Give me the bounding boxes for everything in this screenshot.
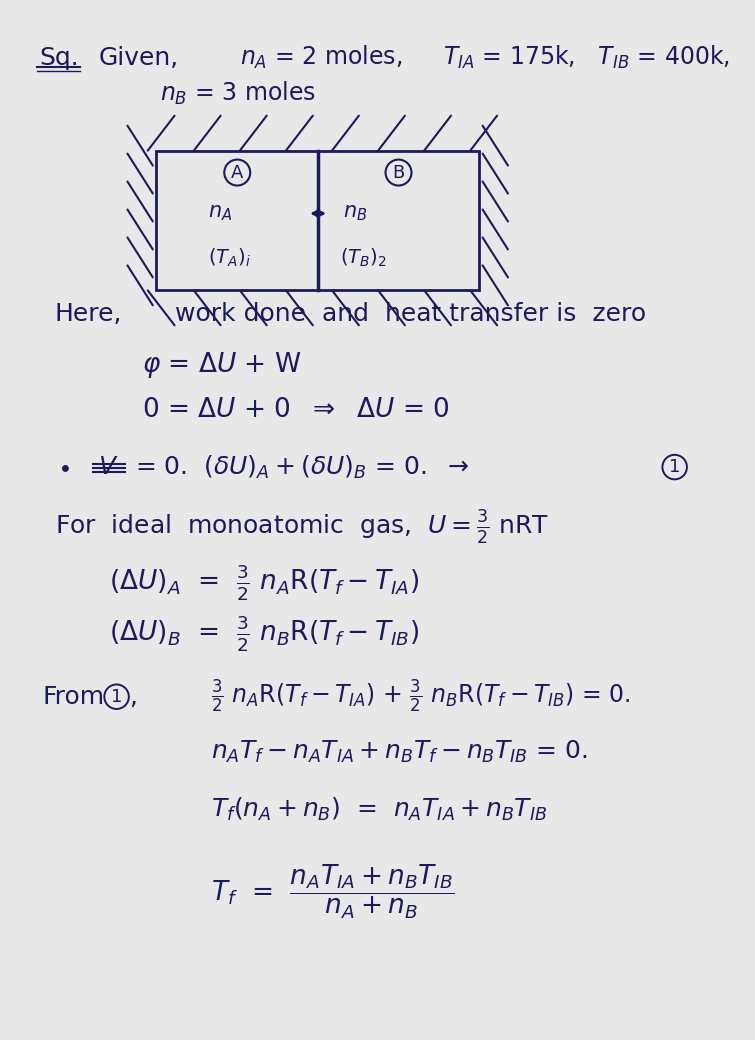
- Bar: [156, 151, 479, 290]
- Text: $(T_A)_i$: $(T_A)_i$: [208, 246, 251, 268]
- Text: $T_f$  =  $\dfrac{n_A T_{IA} + n_B T_{IB}}{n_A + n_B}$: $T_f$ = $\dfrac{n_A T_{IA} + n_B T_{IB}}…: [211, 862, 455, 920]
- Text: Here,: Here,: [55, 303, 122, 327]
- Text: $n_A$ = 2 moles,: $n_A$ = 2 moles,: [240, 44, 402, 72]
- Text: From: From: [42, 684, 105, 708]
- Text: = 0.  $(\delta U)_A + (\delta U)_B$ = 0.  $\rightarrow$: = 0. $(\delta U)_A + (\delta U)_B$ = 0. …: [134, 453, 470, 480]
- Text: B: B: [393, 163, 405, 182]
- Text: work done  and  heat transfer is  zero: work done and heat transfer is zero: [174, 303, 646, 327]
- Text: Given,: Given,: [98, 46, 179, 70]
- Text: V: V: [98, 456, 116, 479]
- Text: $\varphi$ = $\Delta U$ + W: $\varphi$ = $\Delta U$ + W: [142, 350, 302, 381]
- Text: ,: ,: [130, 684, 137, 708]
- Text: $\frac{3}{2}$ $n_A$R$(T_f - T_{IA})$ + $\frac{3}{2}$ $n_B$R$(T_f - T_{IB})$ = 0.: $\frac{3}{2}$ $n_A$R$(T_f - T_{IA})$ + $…: [211, 678, 630, 716]
- Text: $(\Delta U)_A$  =  $\frac{3}{2}$ $n_A$R$(T_f - T_{IA})$: $(\Delta U)_A$ = $\frac{3}{2}$ $n_A$R$(T…: [109, 563, 419, 603]
- Text: Sq.: Sq.: [39, 46, 79, 70]
- Text: $n_A$: $n_A$: [208, 204, 233, 224]
- Text: A: A: [231, 163, 243, 182]
- Text: $n_B$: $n_B$: [344, 204, 368, 224]
- Text: $n_A T_f - n_A T_{IA} + n_B T_f - n_B T_{IB}$ = 0.: $n_A T_f - n_A T_{IA} + n_B T_f - n_B T_…: [211, 738, 587, 764]
- Text: 1: 1: [111, 687, 122, 706]
- Text: $T_f(n_A + n_B)$  =  $n_A T_{IA} + n_B T_{IB}$: $T_f(n_A + n_B)$ = $n_A T_{IA} + n_B T_{…: [211, 796, 547, 823]
- Text: 0 = $\Delta U$ + 0  $\Rightarrow$  $\Delta U$ = 0: 0 = $\Delta U$ + 0 $\Rightarrow$ $\Delta…: [142, 397, 450, 423]
- Text: $(T_B)_2$: $(T_B)_2$: [340, 246, 387, 268]
- Text: $\bullet$: $\bullet$: [57, 456, 70, 479]
- Text: For  ideal  monoatomic  gas,  $U = \frac{3}{2}$ nRT: For ideal monoatomic gas, $U = \frac{3}{…: [55, 509, 549, 546]
- Text: 1: 1: [669, 458, 680, 476]
- Text: $n_B$ = 3 moles: $n_B$ = 3 moles: [160, 80, 316, 107]
- Text: $(\Delta U)_B$  =  $\frac{3}{2}$ $n_B$R$(T_f - T_{IB})$: $(\Delta U)_B$ = $\frac{3}{2}$ $n_B$R$(T…: [109, 614, 420, 654]
- Text: $T_{IA}$ = 175k,   $T_{IB}$ = 400k,: $T_{IA}$ = 175k, $T_{IB}$ = 400k,: [442, 44, 730, 72]
